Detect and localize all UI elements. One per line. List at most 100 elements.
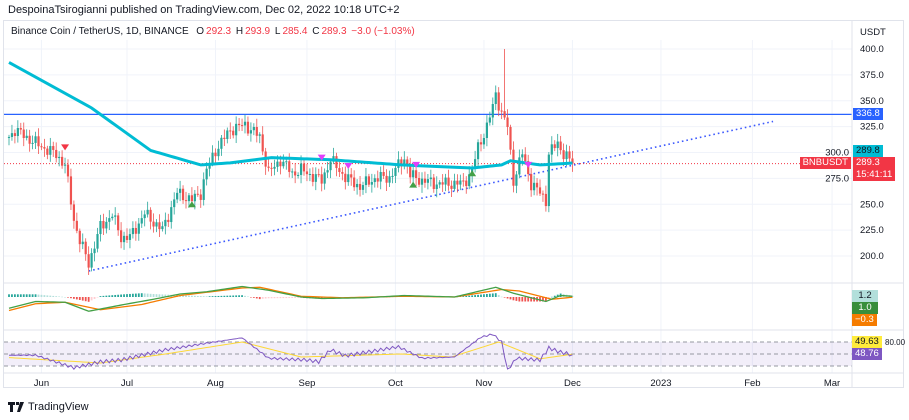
candle-body xyxy=(187,195,191,202)
candle-body xyxy=(524,154,527,162)
macd-histogram-bar xyxy=(205,296,208,297)
macd-histogram-bar xyxy=(134,293,137,297)
candle-body xyxy=(55,149,58,159)
candle-body xyxy=(568,151,571,159)
macd-histogram-bar xyxy=(146,293,149,297)
candle-body xyxy=(285,161,288,163)
candle-body xyxy=(120,230,123,243)
candle-body xyxy=(367,176,370,185)
buy-signal-icon xyxy=(187,201,196,208)
macd-histogram-bar xyxy=(550,296,553,298)
candle-body xyxy=(214,152,217,157)
macd-histogram-bar xyxy=(217,295,220,297)
candle-body xyxy=(143,214,146,219)
candle-body xyxy=(382,171,385,176)
macd-histogram-bar xyxy=(55,296,58,297)
candle-body xyxy=(202,179,205,200)
macd-histogram-bar xyxy=(199,296,202,297)
candle-body xyxy=(565,151,568,160)
candle-body xyxy=(46,148,49,155)
candle-body xyxy=(226,130,229,139)
candle-body xyxy=(373,178,376,183)
macd-histogram-bar xyxy=(255,297,258,299)
close-value: 289.3 xyxy=(321,26,347,37)
macd-histogram-bar xyxy=(149,293,152,297)
macd-histogram-bar xyxy=(250,297,252,298)
signal-tag: −0.3 xyxy=(852,314,877,326)
macd-histogram-bar xyxy=(158,294,161,297)
candle-body xyxy=(299,163,303,175)
macd-histogram-bar xyxy=(294,297,297,298)
macd-histogram-bar xyxy=(31,294,34,297)
candle-body xyxy=(167,219,170,223)
macd-histogram-bar xyxy=(252,297,255,298)
candle-body xyxy=(465,180,468,187)
candle-body xyxy=(297,174,300,176)
candle-body xyxy=(314,174,317,182)
candle-body xyxy=(235,123,238,136)
macd-histogram-bar xyxy=(512,297,515,301)
candle-body xyxy=(361,185,365,190)
macd-histogram-bar xyxy=(223,295,226,297)
macd-histogram-bar xyxy=(491,293,494,297)
candle-body xyxy=(412,170,415,178)
time-tick-label: Mar xyxy=(824,378,840,389)
candle-body xyxy=(72,204,75,221)
candle-body xyxy=(530,174,533,191)
candle-body xyxy=(509,126,512,150)
candle-body xyxy=(99,220,102,235)
candle-body xyxy=(503,111,506,118)
macd-histogram-bar xyxy=(137,293,140,297)
macd-histogram-bar xyxy=(75,297,78,300)
candle-body xyxy=(444,177,447,185)
macd-histogram-bar xyxy=(241,295,243,297)
macd-histogram-bar xyxy=(477,294,479,297)
macd-histogram-bar xyxy=(270,297,273,299)
macd-histogram-bar xyxy=(533,297,535,302)
candle-body xyxy=(122,235,126,243)
time-tick-label: 2023 xyxy=(650,378,671,389)
candle-body xyxy=(468,174,471,187)
macd-histogram-bar xyxy=(494,293,497,297)
macd-tag: 1.0 xyxy=(852,302,878,314)
macd-histogram-bar xyxy=(96,297,99,298)
macd-histogram-bar xyxy=(267,297,270,299)
candle-body xyxy=(220,137,223,149)
candle-body xyxy=(391,175,394,177)
rsi-line xyxy=(8,333,573,371)
candle-body xyxy=(450,185,453,189)
candle-body xyxy=(356,183,359,188)
macd-histogram-bar xyxy=(19,294,22,297)
macd-histogram-bar xyxy=(235,295,238,297)
ma-price-tag: 289.8 xyxy=(853,145,883,157)
candle-body xyxy=(137,223,140,234)
candle-body xyxy=(10,133,14,137)
price-tick-label: 300.0 xyxy=(825,148,849,159)
time-tick-label: Feb xyxy=(744,378,760,389)
candle-body xyxy=(243,121,247,126)
macd-histogram-bar xyxy=(486,293,488,297)
macd-histogram-bar xyxy=(297,297,299,298)
candle-body xyxy=(13,133,16,137)
candle-body xyxy=(90,253,93,268)
time-tick-label: Jul xyxy=(121,378,133,389)
buy-signal-icon xyxy=(468,170,477,177)
candle-body xyxy=(506,117,509,127)
symbol-legend: Binance Coin / TetherUS, 1D, BINANCE O 29… xyxy=(11,26,417,37)
candle-body xyxy=(491,104,494,118)
macd-histogram-bar xyxy=(14,294,16,297)
macd-histogram-bar xyxy=(553,295,556,297)
macd-histogram-bar xyxy=(105,295,108,297)
macd-histogram-bar xyxy=(524,297,527,302)
candle-body xyxy=(482,137,486,145)
candle-body xyxy=(117,215,120,231)
open-label: O xyxy=(196,26,205,37)
candle-body xyxy=(488,117,491,123)
macd-histogram-bar xyxy=(279,297,282,299)
candle-body xyxy=(474,159,477,169)
tradingview-logo[interactable]: TradingView xyxy=(8,401,89,413)
candle-body xyxy=(308,173,311,175)
candle-body xyxy=(69,176,73,205)
macd-histogram-bar xyxy=(102,295,105,297)
